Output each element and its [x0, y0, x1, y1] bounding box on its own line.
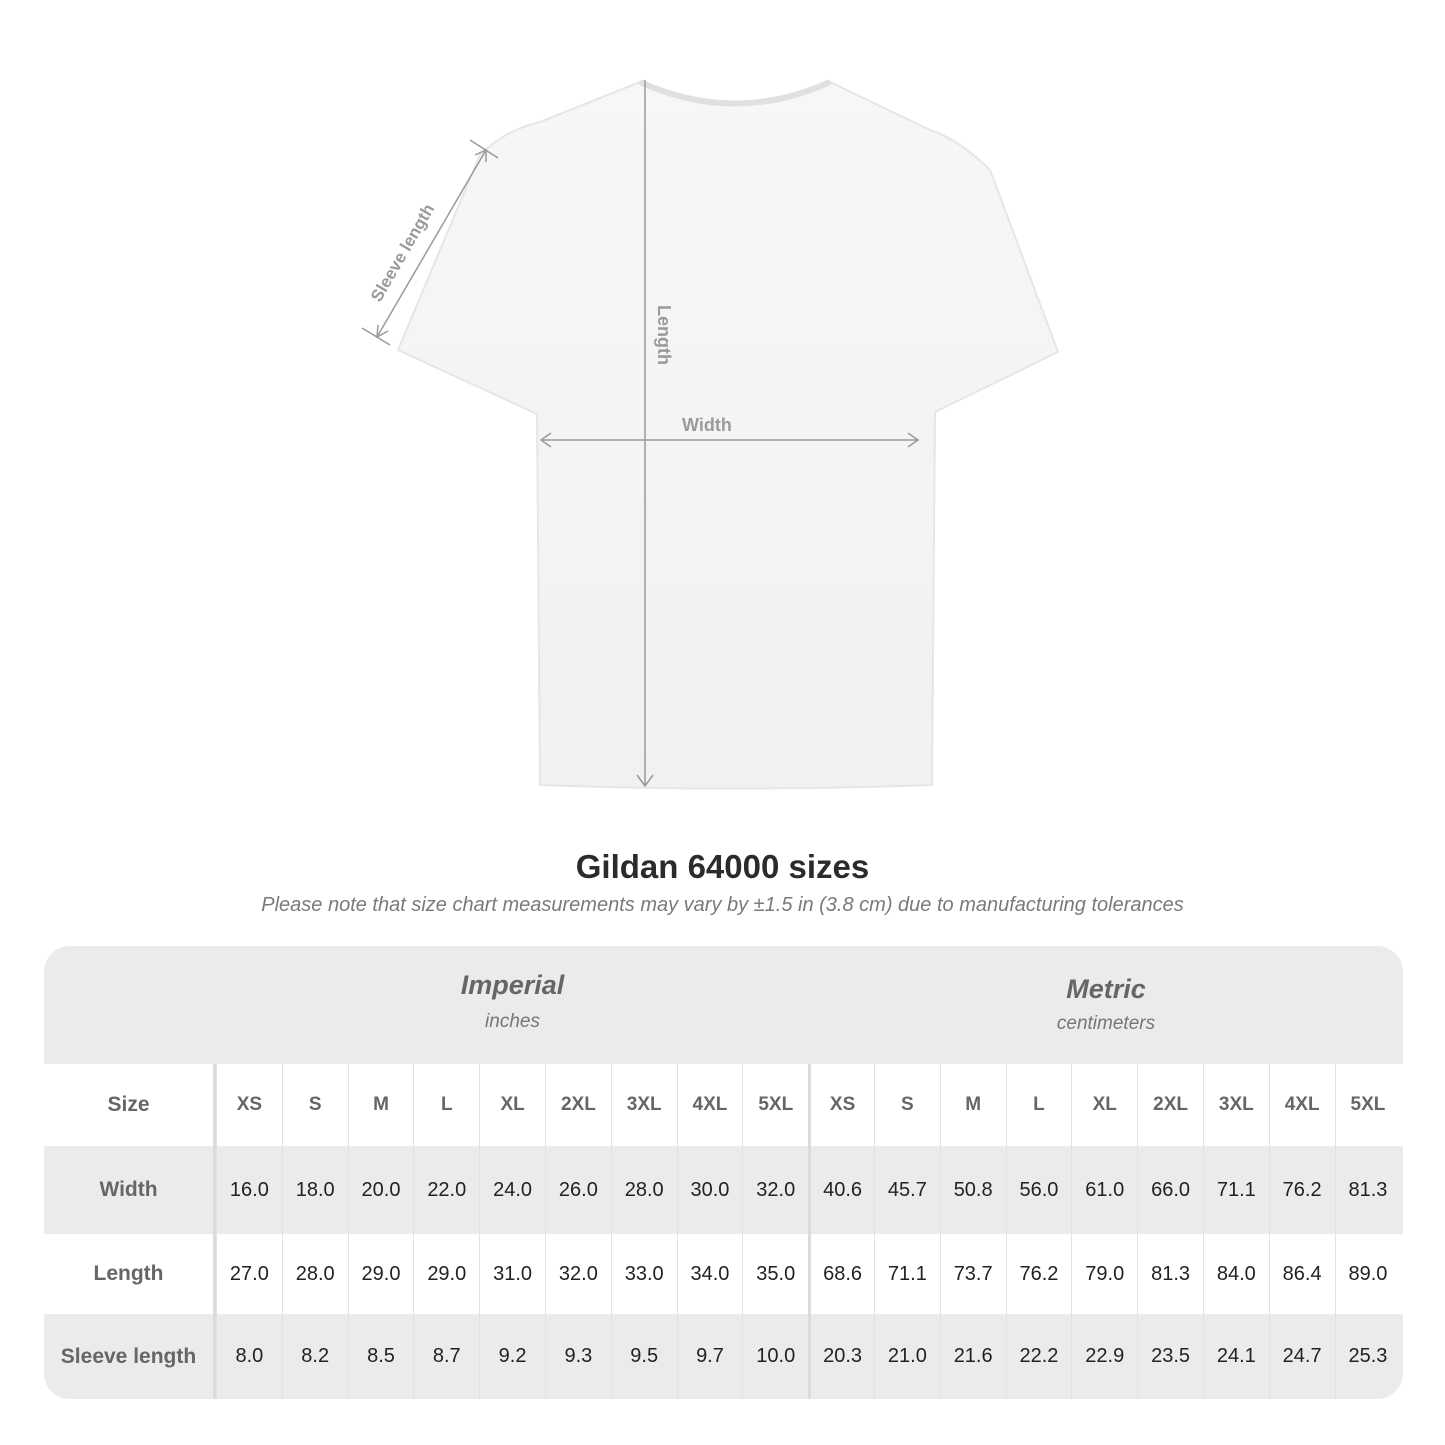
table-cell: 22.0	[413, 1146, 479, 1234]
table-cell: 9.7	[676, 1314, 743, 1399]
table-cell: 21.0	[873, 1314, 940, 1399]
tshirt-shape	[396, 80, 1060, 790]
imperial-unit: inches	[485, 1011, 540, 1032]
table-cell: 61.0	[1071, 1146, 1137, 1234]
table-cell: 68.6	[808, 1234, 874, 1314]
table-cell: 28.0	[281, 1234, 348, 1314]
imperial-header: Imperial inches	[216, 946, 809, 1064]
table-cell: 34.0	[676, 1234, 743, 1314]
table-cell: 9.2	[479, 1314, 545, 1399]
length-label: Length	[654, 305, 674, 365]
size-header-cell: L	[1005, 1064, 1072, 1146]
table-cell: 71.1	[873, 1234, 940, 1314]
page-title: Gildan 64000 sizes	[575, 848, 870, 885]
table-cell: 76.2	[1268, 1146, 1335, 1234]
table-cell: 32.0	[742, 1146, 808, 1234]
table-cell: 66.0	[1137, 1146, 1203, 1234]
table-cell: 32.0	[544, 1234, 611, 1314]
table-cell: 50.8	[939, 1146, 1006, 1234]
size-header-row: Size XS S M L XL 2XL 3XL 4XL 5XL XS S M L XL 2XL 3XL 4XL 5…	[44, 1064, 1403, 1146]
table-cell: 20.0	[347, 1146, 414, 1234]
size-header-cell: 4XL	[1268, 1064, 1335, 1146]
table-cell: 24.1	[1202, 1314, 1269, 1399]
size-header-cell: S	[873, 1064, 940, 1146]
row-label: Size	[44, 1064, 216, 1146]
table-cell: 20.3	[808, 1314, 874, 1399]
table-cell: 84.0	[1202, 1234, 1269, 1314]
table-cell: 81.3	[1137, 1234, 1203, 1314]
metric-header: Metric centimeters	[809, 946, 1403, 1064]
table-cell: 56.0	[1005, 1146, 1072, 1234]
metric-title: Metric	[1066, 974, 1146, 1004]
size-header-cell: M	[939, 1064, 1006, 1146]
table-cell: 71.1	[1202, 1146, 1269, 1234]
table-cell: 25.3	[1334, 1314, 1401, 1399]
table-cell: 30.0	[676, 1146, 743, 1234]
table-cell: 8.7	[413, 1314, 479, 1399]
table-cell: 40.6	[808, 1146, 874, 1234]
size-header-cell: XS	[216, 1064, 282, 1146]
row-label: Width	[44, 1146, 216, 1234]
table-row: Sleeve length 8.0 8.2 8.5 8.7 9.2 9.3 9.5 9.7 10.…	[44, 1314, 1403, 1399]
table-cell: 8.5	[347, 1314, 414, 1399]
table-cell: 31.0	[479, 1234, 545, 1314]
table-cell: 10.0	[742, 1314, 808, 1399]
table-cell: 22.2	[1005, 1314, 1072, 1399]
table-cell: 8.2	[281, 1314, 348, 1399]
table-cell: 23.5	[1137, 1314, 1203, 1399]
tolerance-note: Please note that size chart measurements…	[261, 894, 1184, 916]
size-header-cell: 4XL	[676, 1064, 743, 1146]
size-header-cell: 3XL	[610, 1064, 677, 1146]
imperial-title: Imperial	[460, 970, 565, 1000]
sleeve-measure-line	[376, 149, 487, 338]
row-label: Length	[44, 1234, 216, 1314]
table-cell: 28.0	[610, 1146, 677, 1234]
size-header-cell: 5XL	[1334, 1064, 1401, 1146]
size-header-cell: XL	[1071, 1064, 1137, 1146]
table-cell: 9.5	[610, 1314, 677, 1399]
table-cell: 18.0	[281, 1146, 348, 1234]
size-header-cell: XS	[808, 1064, 874, 1146]
table-row: Width 16.0 18.0 20.0 22.0 24.0 26.0 28.0 30.0 32.…	[44, 1146, 1403, 1234]
row-label: Sleeve length	[44, 1314, 216, 1399]
table-cell: 29.0	[347, 1234, 414, 1314]
table-cell: 16.0	[216, 1146, 282, 1234]
table-cell: 21.6	[939, 1314, 1006, 1399]
metric-unit: centimeters	[1056, 1013, 1156, 1034]
table-cell: 81.3	[1334, 1146, 1401, 1234]
table-cell: 33.0	[610, 1234, 677, 1314]
table-cell: 73.7	[939, 1234, 1006, 1314]
table-cell: 35.0	[742, 1234, 808, 1314]
table-cell: 45.7	[873, 1146, 940, 1234]
table-cell: 89.0	[1334, 1234, 1401, 1314]
table-cell: 24.7	[1268, 1314, 1335, 1399]
table-cell: 26.0	[544, 1146, 611, 1234]
table-cell: 29.0	[413, 1234, 479, 1314]
size-header-cell: 3XL	[1202, 1064, 1269, 1146]
table-cell: 27.0	[216, 1234, 282, 1314]
table-cell: 79.0	[1071, 1234, 1137, 1314]
size-header-cell: L	[413, 1064, 479, 1146]
table-cell: 86.4	[1268, 1234, 1335, 1314]
table-row: Length 27.0 28.0 29.0 29.0 31.0 32.0 33.0 34.0 35…	[44, 1234, 1403, 1314]
size-header-cell: XL	[479, 1064, 545, 1146]
table-cell: 24.0	[479, 1146, 545, 1234]
size-header-cell: 5XL	[742, 1064, 808, 1146]
width-label: Width	[682, 415, 732, 435]
size-header-cell: M	[347, 1064, 414, 1146]
size-header-cell: 2XL	[1137, 1064, 1203, 1146]
tshirt-diagram: Sleeve length Length Width	[361, 79, 1060, 790]
size-header-cell: S	[281, 1064, 348, 1146]
size-table: Imperial inches Metric centimeters Size X…	[44, 946, 1403, 1399]
table-cell: 8.0	[216, 1314, 282, 1399]
table-cell: 76.2	[1005, 1234, 1072, 1314]
table-cell: 9.3	[544, 1314, 611, 1399]
table-cell: 22.9	[1071, 1314, 1137, 1399]
size-header-cell: 2XL	[544, 1064, 611, 1146]
